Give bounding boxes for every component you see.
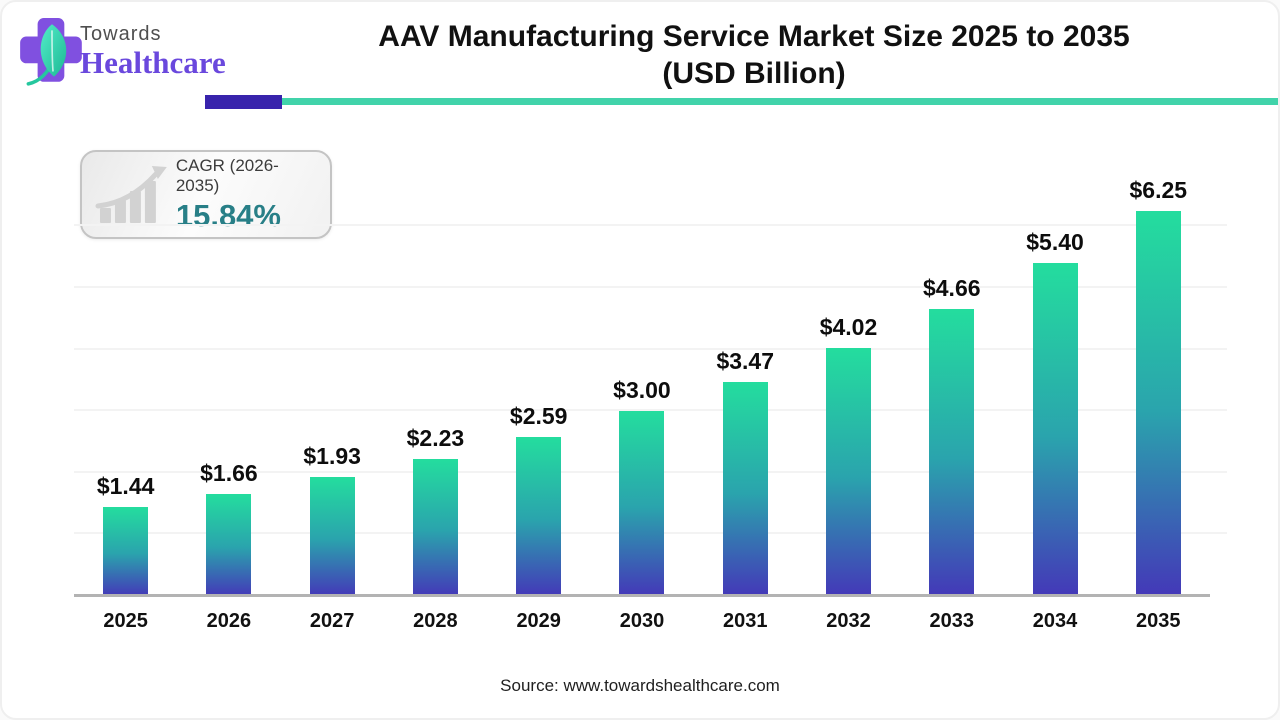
bar-value-label: $4.66 xyxy=(922,275,981,301)
bar xyxy=(825,348,871,596)
bar-column: $1.66 xyxy=(177,171,280,596)
bar-value-label: $1.44 xyxy=(96,473,155,500)
x-axis-line xyxy=(74,594,1210,597)
bar xyxy=(103,507,149,596)
bars-row: $1.44 $1.66 $1.93 $2.23 $2.59 $3.00 $3.47 $4.02… xyxy=(74,171,1210,596)
header-rule-teal-segment xyxy=(282,98,1278,105)
bar-column: $4.66 xyxy=(900,171,1003,596)
bar-value-label: $6.25 xyxy=(1129,177,1188,203)
x-axis-label: 2034 xyxy=(1032,610,1078,632)
x-axis-label: 2030 xyxy=(619,610,665,632)
gridline xyxy=(74,347,1227,350)
gridline xyxy=(74,286,1227,289)
gridline xyxy=(74,409,1227,412)
cagr-label: CAGR (2026-2035) xyxy=(175,155,279,195)
x-axis-label: 2035 xyxy=(1136,610,1181,632)
x-axis-label: 2028 xyxy=(413,610,458,632)
page-title: AAV Manufacturing Service Market Size 20… xyxy=(242,18,1266,92)
plot-area: $1.44 $1.66 $1.93 $2.23 $2.59 $3.00 $3.47 $4.02… xyxy=(74,171,1227,597)
cagr-value: 15.84% xyxy=(175,197,281,233)
bar xyxy=(412,458,458,596)
bar-value-label: $1.66 xyxy=(200,459,258,486)
x-axis-label: 2032 xyxy=(826,610,871,632)
header-rule-purple-segment xyxy=(205,95,282,109)
bar xyxy=(722,382,768,596)
bar-column: $3.47 xyxy=(694,171,797,596)
bar xyxy=(309,477,355,596)
leaf-icon xyxy=(26,24,67,86)
bar-column: $1.93 xyxy=(281,171,384,596)
x-axis-label: 2026 xyxy=(206,610,252,632)
bar-value-label: $4.02 xyxy=(819,314,878,341)
bar-column: $4.02 xyxy=(797,171,900,596)
bar xyxy=(206,493,252,596)
bar xyxy=(1032,263,1078,596)
brand-name-towards: Towards xyxy=(80,23,162,45)
brand-wordmark: Towards Healthcare xyxy=(80,24,226,78)
bar-value-label: $5.40 xyxy=(1026,229,1084,256)
years-row: 2025 2026 2027 2028 2029 2030 2031 2032 2033 2034… xyxy=(74,610,1210,633)
title-line-1: AAV Manufacturing Service Market Size 20… xyxy=(378,20,1130,53)
cagr-text: CAGR (2026-2035) 15.84% xyxy=(176,156,322,234)
bar-column: $3.00 xyxy=(590,171,693,596)
source-attribution: Source: www.towardshealthcare.com xyxy=(500,676,780,695)
bar xyxy=(619,411,665,596)
bar xyxy=(1135,211,1181,596)
x-axis-label: 2029 xyxy=(516,610,561,632)
title-line-2: (USD Billion) xyxy=(662,57,846,90)
cagr-badge: CAGR (2026-2035) 15.84% xyxy=(80,150,332,239)
x-axis-label: 2031 xyxy=(722,610,768,632)
bar-column: $1.44 xyxy=(74,171,177,596)
bar-column: $5.40 xyxy=(1003,171,1106,596)
bar-column: $6.25 xyxy=(1107,171,1210,596)
bar xyxy=(929,309,975,596)
bar-value-label: $3.00 xyxy=(613,377,671,404)
bar-column: $2.23 xyxy=(384,171,487,596)
x-axis-label: 2033 xyxy=(929,610,975,632)
bar-value-label: $2.23 xyxy=(406,424,465,451)
bar-value-label: $1.93 xyxy=(303,443,361,470)
bar-column: $2.59 xyxy=(487,171,590,596)
towards-healthcare-logo-icon xyxy=(20,18,82,86)
brand-name-healthcare: Healthcare xyxy=(80,45,226,80)
x-axis-label: 2027 xyxy=(309,610,355,632)
bar-value-label: $3.47 xyxy=(716,348,774,375)
x-axis-label: 2025 xyxy=(103,610,148,632)
bar-value-label: $2.59 xyxy=(509,402,568,429)
growth-chart-icon xyxy=(95,165,167,223)
gridline xyxy=(74,224,1227,227)
bar xyxy=(516,436,562,596)
